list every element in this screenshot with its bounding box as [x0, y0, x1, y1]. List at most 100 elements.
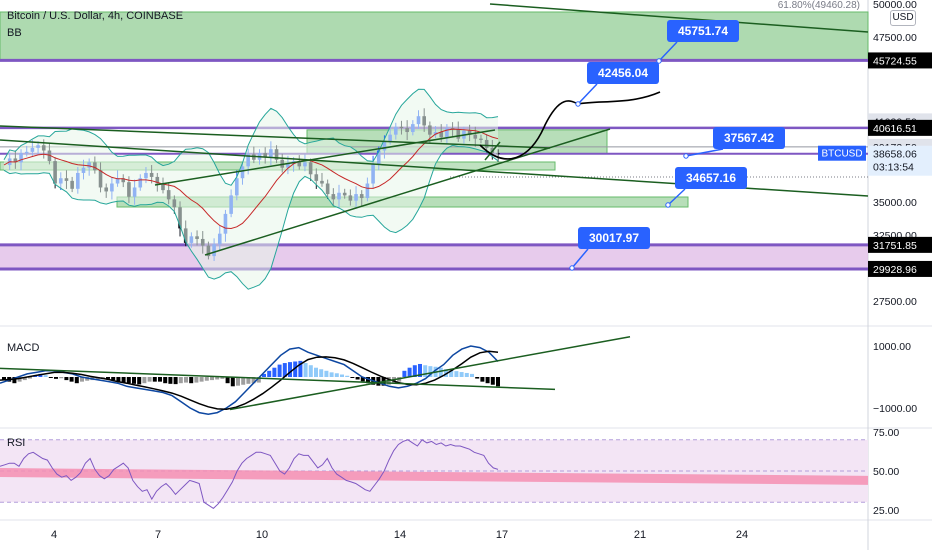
macd-histogram-bar: [376, 377, 381, 386]
macd-histogram-bar: [230, 377, 235, 387]
macd-histogram-bar: [147, 377, 152, 382]
macd-histogram-bar: [350, 377, 355, 378]
time-axis-tick: 14: [394, 529, 406, 541]
macd-histogram-bar: [80, 377, 84, 382]
bar-countdown: 03:13:54: [873, 162, 914, 174]
macd-histogram-bar: [334, 373, 339, 377]
macd-histogram-bar: [22, 377, 27, 381]
macd-pane-label[interactable]: MACD: [7, 342, 40, 354]
symbol-tag: [818, 145, 866, 161]
macd-histogram-bar: [308, 365, 313, 377]
bb-fill: [4, 89, 498, 290]
demand-zone: [0, 244, 868, 269]
macd-histogram-bar: [28, 377, 32, 379]
macd-histogram-bar: [454, 371, 459, 377]
price-callout: 30017.97: [569, 227, 650, 271]
macd-histogram-bar: [12, 377, 17, 384]
rsi-pane-label[interactable]: RSI: [7, 437, 26, 449]
price-level-tag: [868, 236, 932, 253]
bb-lower: [3, 144, 499, 290]
time-axis-tick: 24: [736, 529, 748, 541]
macd-histogram-bar: [236, 377, 240, 386]
macd-histogram-bar: [220, 377, 225, 379]
price-level-tag-label: 45724.55: [873, 55, 917, 67]
rsi-line: [0, 439, 499, 510]
macd-histogram-bar: [267, 370, 272, 377]
price-axis-tick: 35000.00: [873, 197, 917, 209]
macd-histogram-bar: [314, 367, 318, 377]
macd-histogram-bar: [215, 377, 220, 380]
macd-histogram-bar: [324, 370, 329, 377]
macd-histogram-bar: [204, 377, 209, 381]
trendline: [204, 128, 611, 256]
symbol-tag-label: BTCUSD: [821, 149, 862, 160]
macd-histogram-bar: [480, 377, 485, 382]
macd-histogram-bar: [184, 377, 188, 383]
macd-histogram-bar: [189, 377, 194, 384]
price-level-tag: [868, 52, 932, 69]
macd-histogram-bar: [17, 377, 22, 382]
bb-basis: [3, 128, 499, 230]
macd-histogram-bar: [272, 367, 277, 377]
macd-histogram-bar: [64, 377, 69, 381]
rsi-axis-tick: 25.00: [873, 505, 899, 517]
trendline: [484, 141, 501, 161]
macd-histogram-bar: [303, 363, 308, 377]
macd-histogram-bar: [74, 377, 79, 384]
rsi-axis-tick: 50.00: [873, 466, 899, 478]
price-level-tag: [868, 119, 932, 136]
callout-label: 34657.16: [686, 171, 736, 185]
macd-histogram-bar: [54, 377, 58, 379]
macd-histogram-bar: [475, 377, 480, 379]
macd-histogram-bar: [194, 377, 199, 383]
rsi-trendline: [0, 468, 869, 485]
macd-histogram-bar: [43, 375, 48, 377]
macd-histogram-bar: [298, 360, 303, 377]
macd-histogram-bar: [85, 377, 90, 381]
macd-histogram-bar: [496, 377, 500, 387]
time-axis-tick: 17: [496, 529, 508, 541]
macd-histogram-bar: [355, 377, 360, 380]
macd-histogram-bar: [293, 361, 298, 377]
trendline: [0, 125, 551, 149]
macd-histogram-bar: [438, 367, 443, 377]
fib-level-label: 61.80%(49460.28): [778, 0, 860, 11]
macd-histogram-bar: [142, 377, 147, 384]
price-level-tag-label: 31751.85: [873, 240, 917, 252]
price-level-tag-label: 29928.96: [873, 264, 917, 276]
macd-histogram-bar: [340, 374, 344, 377]
trendline: [154, 129, 496, 186]
trendline: [489, 3, 869, 33]
price-callout: 42456.04: [575, 62, 659, 107]
macd-histogram-bar: [418, 363, 422, 377]
macd-histogram-bar: [121, 377, 126, 383]
price-callout: 37567.42: [683, 127, 785, 159]
macd-histogram-bar: [210, 377, 214, 381]
macd-histogram-bar: [116, 377, 121, 382]
macd-histogram-bar: [319, 369, 324, 377]
macd-histogram-bar: [251, 377, 256, 384]
macd-histogram-bar: [412, 365, 417, 377]
macd-histogram-bar: [423, 365, 428, 377]
macd-histogram-bar: [199, 377, 204, 382]
last-price-value: 38658.06: [873, 149, 917, 161]
macd-histogram-bar: [282, 363, 287, 377]
price-axis-tick: 50000.00: [873, 0, 917, 11]
macd-histogram-bar: [241, 377, 246, 385]
price-callout: 34657.16: [665, 167, 747, 208]
macd-histogram-bar: [69, 377, 74, 382]
price-axis-tick: 27500.00: [873, 296, 917, 308]
macd-histogram-bar: [2, 377, 6, 381]
time-axis-tick: 21: [634, 529, 646, 541]
bb-indicator-label[interactable]: BB: [7, 27, 22, 39]
callout-label: 37567.42: [724, 131, 774, 145]
macd-histogram-bar: [288, 362, 292, 377]
macd-histogram-bar: [168, 377, 173, 384]
callout-label: 45751.74: [678, 24, 728, 38]
macd-histogram-bar: [225, 377, 230, 384]
currency-badge[interactable]: USD: [890, 10, 916, 26]
macd-histogram-bar: [402, 370, 407, 377]
price-axis-tick: 47500.00: [873, 32, 917, 44]
macd-histogram-bar: [59, 377, 64, 379]
